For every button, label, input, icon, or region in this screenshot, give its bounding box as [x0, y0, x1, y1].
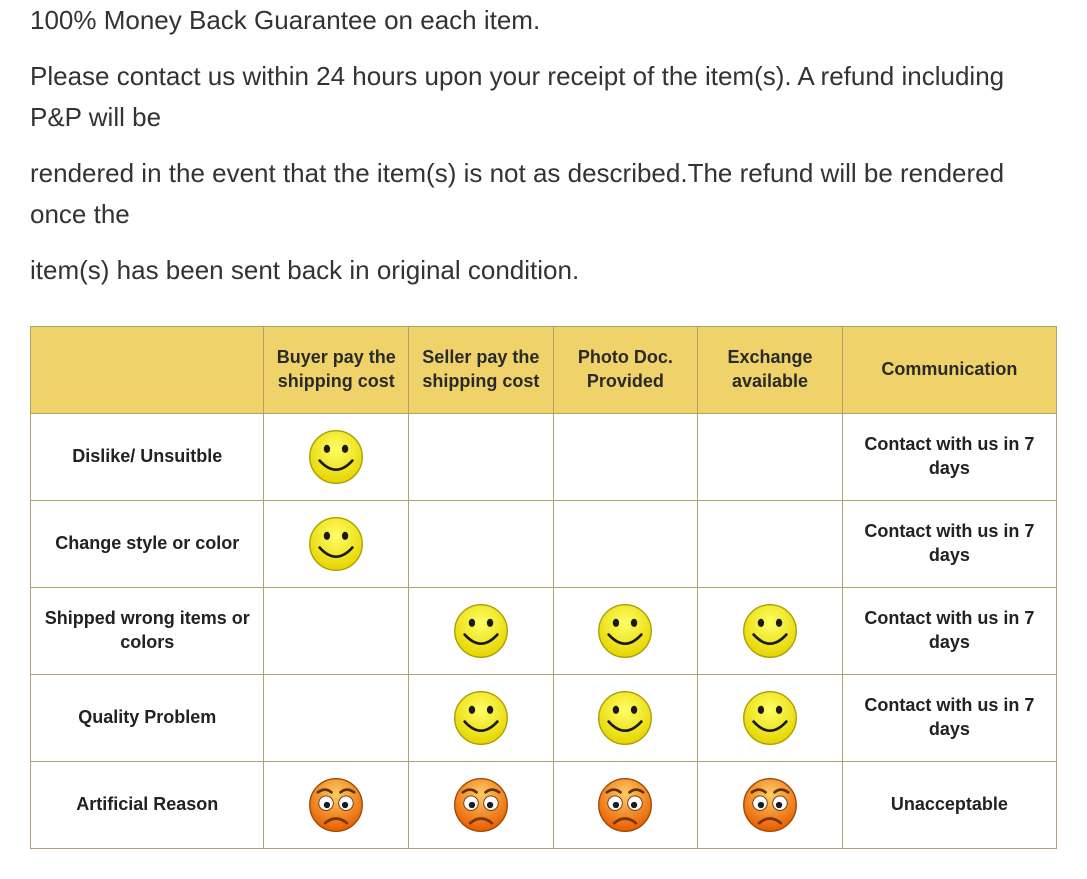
status-cell	[264, 500, 409, 587]
sad-icon	[307, 776, 365, 834]
header-exchange: Exchange available	[698, 326, 843, 413]
status-cell	[409, 413, 554, 500]
sad-icon	[596, 776, 654, 834]
header-communication: Communication	[842, 326, 1056, 413]
row-label: Shipped wrong items or colors	[31, 587, 264, 674]
smile-icon	[741, 689, 799, 747]
smile-icon	[452, 689, 510, 747]
smile-icon	[307, 428, 365, 486]
status-cell	[553, 587, 698, 674]
sad-icon	[741, 776, 799, 834]
smile-icon	[741, 602, 799, 660]
table-row: Shipped wrong items or colors Contact wi…	[31, 587, 1057, 674]
sad-icon	[452, 776, 510, 834]
communication-cell: Contact with us in 7 days	[842, 413, 1056, 500]
communication-cell: Unacceptable	[842, 761, 1056, 848]
header-photo-doc: Photo Doc. Provided	[553, 326, 698, 413]
status-cell	[553, 761, 698, 848]
status-cell	[698, 587, 843, 674]
intro-line-2: Please contact us within 24 hours upon y…	[30, 56, 1057, 139]
status-cell	[409, 587, 554, 674]
row-label: Quality Problem	[31, 674, 264, 761]
status-cell	[553, 674, 698, 761]
smile-icon	[452, 602, 510, 660]
status-cell	[698, 761, 843, 848]
status-cell	[264, 413, 409, 500]
table-row: Quality Problem Contact with us in 7 day…	[31, 674, 1057, 761]
intro-line-4: item(s) has been sent back in original c…	[30, 250, 1057, 292]
status-cell	[409, 500, 554, 587]
policy-page: 100% Money Back Guarantee on each item. …	[0, 0, 1087, 879]
status-cell	[698, 500, 843, 587]
smile-icon	[596, 602, 654, 660]
communication-cell: Contact with us in 7 days	[842, 674, 1056, 761]
status-cell	[264, 761, 409, 848]
status-cell	[264, 587, 409, 674]
row-label: Artificial Reason	[31, 761, 264, 848]
smile-icon	[307, 515, 365, 573]
return-policy-table: Buyer pay the shipping cost Seller pay t…	[30, 326, 1057, 849]
table-header-row: Buyer pay the shipping cost Seller pay t…	[31, 326, 1057, 413]
table-row: Dislike/ Unsuitble Contact with us in 7 …	[31, 413, 1057, 500]
row-label: Dislike/ Unsuitble	[31, 413, 264, 500]
intro-text: 100% Money Back Guarantee on each item. …	[30, 0, 1057, 326]
intro-line-3: rendered in the event that the item(s) i…	[30, 153, 1057, 236]
status-cell	[409, 761, 554, 848]
communication-cell: Contact with us in 7 days	[842, 587, 1056, 674]
header-buyer-ship: Buyer pay the shipping cost	[264, 326, 409, 413]
communication-cell: Contact with us in 7 days	[842, 500, 1056, 587]
intro-line-1: 100% Money Back Guarantee on each item.	[30, 0, 1057, 42]
status-cell	[553, 413, 698, 500]
table-row: Change style or color Contact with us in…	[31, 500, 1057, 587]
status-cell	[698, 674, 843, 761]
status-cell	[698, 413, 843, 500]
header-reason	[31, 326, 264, 413]
status-cell	[264, 674, 409, 761]
smile-icon	[596, 689, 654, 747]
status-cell	[409, 674, 554, 761]
status-cell	[553, 500, 698, 587]
header-seller-ship: Seller pay the shipping cost	[409, 326, 554, 413]
row-label: Change style or color	[31, 500, 264, 587]
table-row: Artificial Reason Unacceptabl	[31, 761, 1057, 848]
